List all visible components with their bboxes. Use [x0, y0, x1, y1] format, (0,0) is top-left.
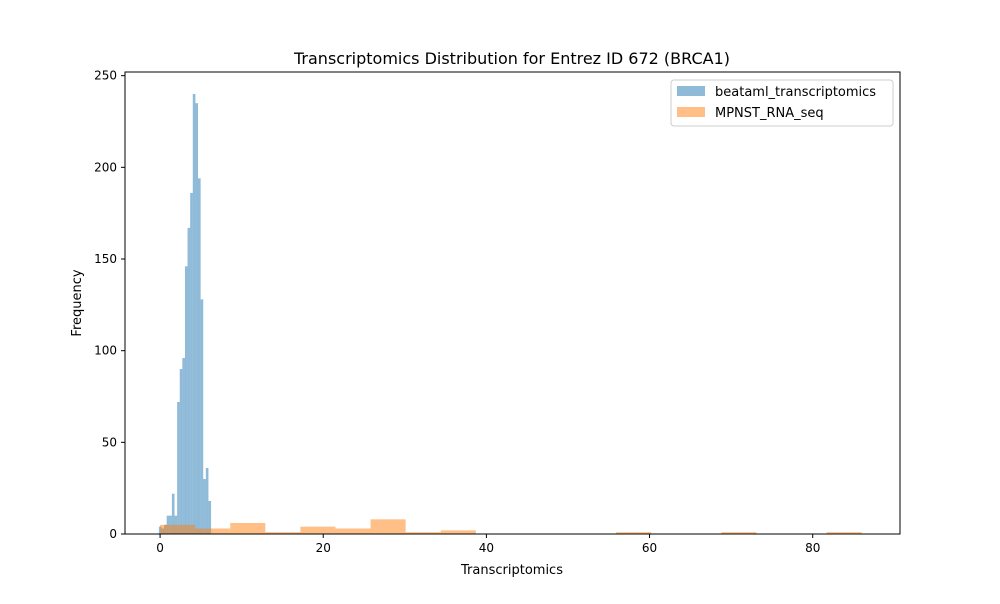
histogram-bar [335, 528, 371, 534]
histogram-bar [208, 501, 212, 534]
legend-box [670, 79, 894, 127]
y-tick-label: 50 [102, 435, 117, 449]
histogram-bar [405, 532, 441, 534]
x-axis: 0 20 40 60 80 [156, 534, 820, 555]
x-tick-label: 80 [805, 541, 820, 555]
series-1-bars [158, 94, 212, 535]
legend-swatch [677, 86, 705, 96]
legend-swatch [677, 107, 705, 117]
histogram-bar [171, 493, 175, 534]
legend-label: MPNST_RNA_seq [715, 106, 824, 121]
chart-title: Transcriptomics Distribution for Entrez … [293, 49, 730, 68]
x-axis-label: Transcriptomics [460, 563, 563, 578]
x-tick-label: 0 [156, 541, 164, 555]
y-tick-label: 100 [94, 344, 117, 358]
histogram-bar [179, 369, 183, 534]
x-tick-label: 20 [316, 541, 331, 555]
x-tick-label: 60 [642, 541, 657, 555]
histogram-bar [198, 178, 201, 534]
legend: beataml_transcriptomics MPNST_RNA_seq [670, 79, 894, 127]
plot-frame [124, 71, 901, 535]
x-tick-label: 40 [479, 541, 494, 555]
histogram-bar [440, 530, 476, 534]
y-axis: 0 50 100 150 200 250 [94, 69, 125, 541]
histogram-bar [300, 526, 336, 534]
histogram-bar [200, 299, 204, 534]
y-axis-label: Frequency [70, 269, 85, 336]
histogram-bar [203, 479, 206, 534]
y-tick-label: 200 [94, 160, 117, 174]
histogram-bar [195, 528, 231, 534]
histogram-bar [370, 519, 406, 534]
histogram-bar [184, 266, 188, 534]
series-2-bars [160, 519, 862, 534]
legend-label: beataml_transcriptomics [715, 85, 876, 100]
histogram-bar [187, 227, 191, 534]
bars-layer [158, 94, 862, 535]
plot-area [124, 71, 901, 535]
histogram-bar [177, 402, 180, 534]
histogram-bar [616, 532, 652, 534]
histogram-bar [265, 532, 301, 534]
y-tick-label: 150 [94, 252, 117, 266]
histogram-bar [826, 532, 862, 534]
y-tick-label: 0 [109, 527, 117, 541]
histogram-bar [205, 468, 209, 534]
histogram-bar [721, 532, 757, 534]
histogram-bar [230, 523, 266, 534]
y-tick-label: 250 [94, 69, 117, 83]
histogram-bar [182, 358, 185, 534]
legend-items: beataml_transcriptomics MPNST_RNA_seq [677, 85, 876, 121]
histogram-bar [190, 193, 193, 534]
histogram-bar [195, 103, 199, 535]
histogram-bar [160, 524, 196, 534]
histogram-bar [192, 94, 196, 534]
